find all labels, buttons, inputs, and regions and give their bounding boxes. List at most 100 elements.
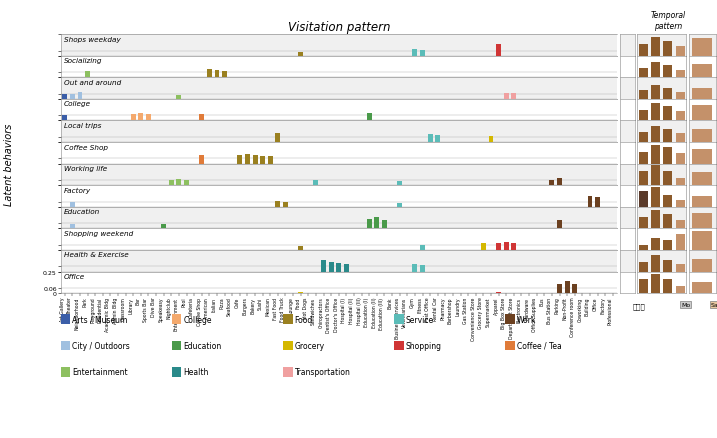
Text: Shopping weekend: Shopping weekend xyxy=(64,230,133,237)
Bar xyxy=(420,246,425,251)
Bar xyxy=(692,283,712,293)
Bar xyxy=(692,130,712,143)
Bar xyxy=(374,218,379,229)
Bar xyxy=(412,50,417,57)
Bar xyxy=(692,89,712,100)
Bar xyxy=(663,241,673,251)
Text: Arts / Museum: Arts / Museum xyxy=(72,315,128,324)
Bar xyxy=(675,201,685,207)
Bar xyxy=(587,196,592,207)
Bar xyxy=(138,114,143,121)
Bar xyxy=(222,72,227,78)
Text: College: College xyxy=(184,315,212,324)
Text: Mo: Mo xyxy=(681,302,690,307)
Bar xyxy=(692,173,712,186)
Bar xyxy=(663,89,673,100)
Bar xyxy=(639,172,648,186)
Bar xyxy=(481,244,486,251)
Text: Work: Work xyxy=(517,315,536,324)
Text: Socializing: Socializing xyxy=(64,58,103,64)
Bar xyxy=(692,231,712,251)
Text: Entertainment: Entertainment xyxy=(72,367,128,376)
Bar xyxy=(595,198,600,207)
Bar xyxy=(367,219,371,229)
Bar xyxy=(692,39,712,57)
Bar xyxy=(651,38,660,57)
Bar xyxy=(313,181,318,186)
Text: Shops weekday: Shops weekday xyxy=(64,36,120,42)
Bar xyxy=(214,71,219,78)
Bar xyxy=(176,95,181,100)
Text: Grocery: Grocery xyxy=(295,341,325,350)
Bar xyxy=(651,165,660,186)
Bar xyxy=(692,197,712,207)
Bar xyxy=(675,178,685,186)
Bar xyxy=(176,180,181,186)
Bar xyxy=(675,220,685,229)
Bar xyxy=(420,265,425,272)
Text: Health: Health xyxy=(184,367,209,376)
Bar xyxy=(663,107,673,121)
Bar xyxy=(146,115,151,121)
Bar xyxy=(496,243,501,251)
Text: College: College xyxy=(64,101,91,107)
Bar xyxy=(639,217,648,229)
Bar xyxy=(675,47,685,57)
Text: ⏰⏱⏲: ⏰⏱⏲ xyxy=(633,302,645,309)
Text: Temporal
pattern: Temporal pattern xyxy=(651,11,686,31)
Bar xyxy=(199,114,204,121)
Bar xyxy=(420,51,425,57)
Bar xyxy=(367,114,371,121)
Bar xyxy=(298,247,303,251)
Bar xyxy=(504,242,509,251)
Bar xyxy=(275,202,280,207)
Bar xyxy=(663,279,673,293)
Bar xyxy=(651,146,660,164)
Text: Factory: Factory xyxy=(64,187,91,194)
Bar xyxy=(663,130,673,143)
Bar xyxy=(639,45,648,57)
Bar xyxy=(504,94,509,100)
Bar xyxy=(639,245,648,251)
Bar xyxy=(639,91,648,100)
Bar xyxy=(651,63,660,78)
Text: Coffee Shop: Coffee Shop xyxy=(64,144,108,150)
Bar xyxy=(268,157,272,164)
Bar xyxy=(675,265,685,272)
Bar xyxy=(675,153,685,164)
Bar xyxy=(77,93,82,100)
Bar xyxy=(344,264,349,272)
Bar xyxy=(651,104,660,121)
Bar xyxy=(651,256,660,272)
Bar xyxy=(651,127,660,143)
Bar xyxy=(663,195,673,207)
Bar xyxy=(237,156,242,164)
Bar xyxy=(675,134,685,143)
Bar xyxy=(675,71,685,78)
Text: Service: Service xyxy=(406,315,434,324)
Text: Sa: Sa xyxy=(711,302,717,307)
Bar xyxy=(692,214,712,229)
Bar xyxy=(639,191,648,207)
Bar xyxy=(62,116,67,121)
Bar xyxy=(397,204,402,207)
Bar xyxy=(651,188,660,207)
Bar xyxy=(651,86,660,100)
Bar xyxy=(663,215,673,229)
Bar xyxy=(639,133,648,143)
Bar xyxy=(321,261,326,272)
Bar xyxy=(639,262,648,272)
Bar xyxy=(663,42,673,57)
Bar xyxy=(252,155,257,164)
Bar xyxy=(260,156,265,164)
Text: Education: Education xyxy=(184,341,222,350)
Bar xyxy=(496,45,501,57)
Bar xyxy=(275,134,280,143)
Bar xyxy=(62,95,67,100)
Bar xyxy=(675,286,685,293)
Bar xyxy=(511,94,516,100)
Bar xyxy=(298,53,303,57)
Bar xyxy=(283,203,288,207)
Text: Health & Exercise: Health & Exercise xyxy=(64,252,128,258)
Bar xyxy=(427,135,432,143)
